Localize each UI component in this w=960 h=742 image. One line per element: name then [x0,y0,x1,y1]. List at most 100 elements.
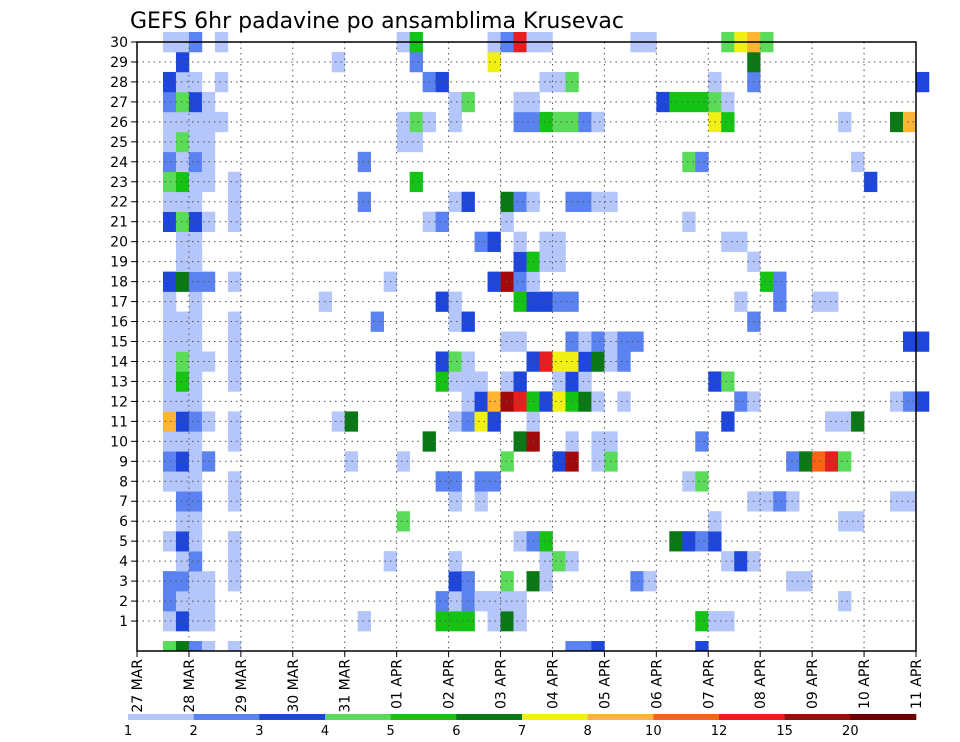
precip-cell [773,271,787,292]
precip-cell [695,611,709,632]
precip-cell [578,351,592,372]
precip-cell [500,331,514,352]
precip-cell [630,571,644,592]
precip-cell [396,131,410,153]
precip-cell [162,351,177,372]
precip-cell [188,271,203,292]
colorbar-swatch [325,714,391,720]
precip-cell [500,611,514,632]
precip-cell [539,571,553,592]
precip-cell [448,551,462,572]
precip-cell [812,451,826,472]
y-tick-label: 5 [119,534,128,550]
precip-cell [448,191,462,213]
precip-cell [162,331,177,352]
precip-cell [162,451,177,472]
x-tick-label: 29 MAR [234,659,250,713]
precip-cell [682,211,696,232]
colorbar-swatch [587,714,654,720]
precip-cell [227,311,242,332]
precip-cell [175,311,190,332]
precip-cell [552,451,566,472]
precip-cell [578,371,592,392]
precip-cell [188,71,203,93]
precip-cell [539,291,553,312]
precip-cell [188,231,203,252]
precip-cell [474,411,488,432]
y-tick-label: 18 [110,275,128,291]
precip-cell [162,171,177,193]
precip-cell [162,131,177,153]
y-tick-label: 25 [110,135,128,151]
precip-cell [188,431,203,452]
precip-cell [188,641,203,652]
precip-cell [500,571,514,592]
colorbar-label: 3 [255,724,263,739]
precip-cell [175,271,190,292]
y-tick-label: 26 [110,115,128,131]
colorbar-swatch [784,714,851,720]
precip-cell [864,171,878,193]
precip-cell [591,641,605,652]
precip-cell [474,591,488,612]
y-tick-label: 14 [110,354,128,370]
precip-cell [409,111,423,133]
precip-cell [448,291,462,312]
colorbar-swatch [128,714,194,720]
precip-cell [227,411,242,432]
precip-cell [188,151,203,173]
precip-cell [513,291,527,312]
precip-cell [162,191,177,213]
y-tick-label: 17 [110,295,128,311]
precip-cell [591,351,605,372]
precip-cell [175,51,190,73]
precip-cell [474,491,488,512]
precip-cell [162,211,177,232]
precip-cell [513,431,527,452]
precip-cell [799,451,813,472]
y-tick-label: 4 [119,554,128,570]
precip-cell [578,641,592,652]
precip-cell [435,371,449,392]
colorbar-swatch [522,714,588,720]
precip-cell [188,491,203,512]
precip-cell [188,451,203,472]
precip-cell [552,71,566,93]
precip-cell [435,211,449,232]
precip-cell [175,151,190,173]
precip-cell [435,591,449,612]
x-tick-label: 03 APR [494,659,510,709]
y-tick-label: 8 [119,474,128,490]
precip-cell [344,451,359,472]
precip-cell [552,111,566,133]
precip-cell [539,231,553,252]
precip-cell [227,171,242,193]
precip-cell [175,91,190,113]
y-tick-label: 30 [110,35,128,51]
x-tick-label: 05 APR [597,659,613,709]
precip-cell [188,411,203,432]
precip-cell [695,151,709,173]
precip-cell [188,571,203,592]
precip-cell [162,641,177,652]
precip-cell [500,191,514,213]
precip-cell [552,251,566,272]
precip-cell [162,71,177,93]
precip-cell [487,591,501,612]
precip-cell [175,191,190,213]
colorbar-label: 4 [321,724,329,739]
precip-cell [513,251,527,272]
precip-cell [838,591,852,612]
precip-cell [695,91,709,113]
precip-cell [448,491,462,512]
precip-cell [188,351,203,372]
precip-cell [227,431,242,452]
precip-cell [162,571,177,592]
precip-cell [487,391,501,412]
precip-cell [760,271,774,292]
precip-cell [175,71,190,93]
x-tick-label: 06 APR [649,659,665,709]
x-tick-label: 08 APR [753,659,769,709]
precip-cell [344,411,359,432]
precip-cell [435,351,449,372]
